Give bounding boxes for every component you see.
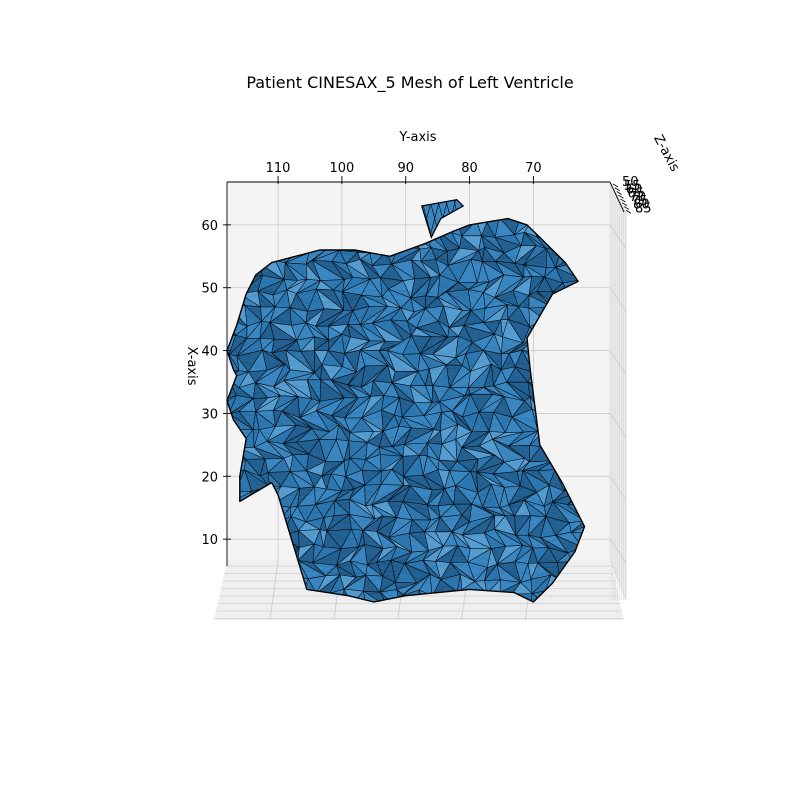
z-tick-label: 50 [622,175,639,190]
x-axis-label: X-axis [184,347,199,386]
x-tick-label: 30 [201,407,218,422]
z-tick-label: 80 [633,198,650,213]
chart-title: Patient CINESAX_5 Mesh of Left Ventricle [246,73,573,93]
mesh-triangle [227,444,231,462]
x-tick-label: 10 [201,533,218,548]
axes-lines [226,181,625,566]
mesh-triangle [227,429,231,446]
z-tick-label: 85 [635,201,652,216]
mesh-cap-edge [429,199,440,238]
grid-line-floor [269,559,279,621]
z-tick-label: 75 [631,194,648,209]
z-tick-mark [620,198,626,203]
z-axis-line [609,181,625,213]
y-tick-label: 110 [266,161,291,176]
z-tick-mark [622,202,628,207]
x-tick-label: 40 [201,345,218,360]
y-tick-label: 70 [525,161,542,176]
x-tick-label: 50 [201,282,218,297]
mesh-triangle [227,429,231,445]
y-tick-label: 100 [329,161,354,176]
x-tick-label: 60 [201,219,218,234]
z-tick-mark [614,187,621,192]
z-tick-label: 60 [626,183,643,198]
mesh-triangle [227,378,229,402]
z-tick-label: 55 [624,179,641,194]
z-tick-mark [618,194,624,199]
x-tick-label: 20 [201,470,218,485]
z-axis-label: Z-axis [650,132,682,174]
z-tick-mark [625,209,632,214]
y-tick-label: 90 [397,161,414,176]
z-tick-label: 65 [628,186,645,201]
z-tick-label: 70 [629,190,646,205]
z-tick-mark [623,206,630,210]
z-tick-mark [612,183,619,188]
mesh-triangle [363,590,389,602]
z-tick-mark [616,191,622,195]
mesh-cap-outline [420,199,465,240]
mesh-outline [226,217,586,603]
y-axis-label: Y-axis [398,130,436,145]
y-tick-label: 80 [461,161,478,176]
